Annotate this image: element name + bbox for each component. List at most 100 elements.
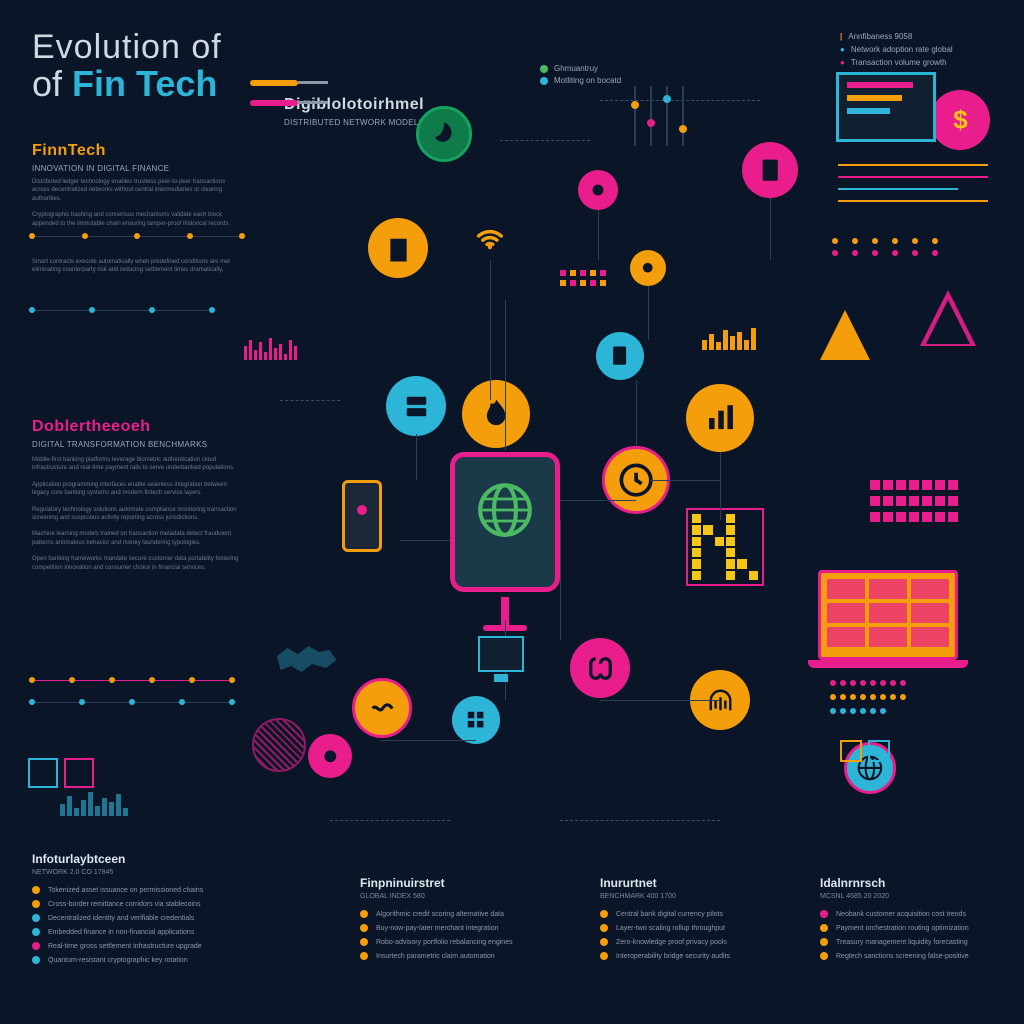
text-line: Machine learning models trained on trans… (32, 530, 242, 547)
bullet-dot-icon (32, 942, 40, 950)
dot-row-4 (832, 250, 938, 256)
grid-cell (726, 571, 735, 580)
accent-line-1 (838, 176, 988, 178)
bullet-dot-icon (600, 910, 608, 918)
legend-mid: GhmuantruyMotliting on bocatd (540, 64, 621, 88)
bar (716, 342, 721, 350)
timeline-2 (32, 680, 232, 681)
timeline-dot (187, 233, 193, 239)
bullet-dot-icon (32, 914, 40, 922)
bar (909, 480, 919, 490)
legend-text: Annfibaness 9058 (848, 32, 912, 41)
node-doc-icon (742, 142, 798, 198)
timeline-dot (29, 307, 35, 313)
bar (922, 496, 932, 506)
column-subtitle: MCSNL 4685 20 2020 (820, 893, 1020, 900)
connector-dashed (280, 400, 340, 401)
central-device-icon (450, 452, 560, 592)
grid-cell (715, 537, 724, 546)
legend-text: Network adoption rate global (851, 45, 953, 54)
bar (909, 496, 919, 506)
bullet-dot-icon (820, 952, 828, 960)
bullet-item: Treasury management liquidity forecastin… (820, 938, 1020, 946)
city-bar (60, 804, 65, 816)
city-silhouette-icon (60, 792, 128, 816)
dot (860, 680, 866, 686)
dot (832, 250, 838, 256)
bar (737, 332, 742, 350)
grid-cell (726, 559, 735, 568)
column-title: Finpninuirstret (360, 876, 560, 890)
bar (896, 512, 906, 522)
dot (832, 238, 838, 244)
small-monitor-stand (494, 674, 508, 682)
bullet-item: Buy-now-pay-later merchant integration (360, 924, 560, 932)
city-bar (88, 792, 93, 816)
accent-line-3 (838, 200, 988, 202)
laptop-cell (827, 579, 865, 599)
bullet-text: Insurtech parametric claim automation (376, 953, 495, 960)
city-bar (123, 808, 128, 816)
bullet-dot-icon (32, 928, 40, 936)
grid-cell (737, 548, 746, 557)
pixel-square (570, 280, 576, 286)
dot (830, 680, 836, 686)
bar (948, 480, 958, 490)
accent-line-0 (838, 164, 988, 166)
legend-top-right: |Annfibaness 9058●Network adoption rate … (840, 32, 953, 71)
column-bullets: Central bank digital currency pilotsLaye… (600, 910, 800, 960)
column-subtitle: NETWORK 2.0 CO 17845 (32, 869, 232, 876)
laptop-cell (827, 627, 865, 647)
column-subtitle: BENCHMARK 400 1700 (600, 893, 800, 900)
dot-row-3 (832, 238, 938, 244)
screwdriver-icon (250, 100, 298, 106)
bar (935, 496, 945, 506)
connector (416, 434, 417, 480)
dot (840, 694, 846, 700)
bar (744, 340, 749, 350)
city-bar (102, 798, 107, 816)
dot (932, 238, 938, 244)
grid-cell (749, 559, 758, 568)
slider-thumb (679, 125, 687, 133)
outline-rect-0 (28, 758, 58, 788)
bullet-text: Tokenized asset issuance on permissioned… (48, 887, 203, 894)
connector-dashed (560, 820, 720, 821)
grid-cell (692, 514, 701, 523)
grid-cell (692, 571, 701, 580)
pixel-square (560, 280, 566, 286)
bullet-item: Decentralized identity and verifiable cr… (32, 914, 232, 922)
pixel-square (600, 270, 606, 276)
node-flame-icon (462, 380, 530, 448)
bullet-item: Real-time gross settlement infrastructur… (32, 942, 232, 950)
laptop-cell (911, 603, 949, 623)
grid-cell (703, 537, 712, 546)
bullet-dot-icon (360, 924, 368, 932)
bullet-dot-icon (600, 952, 608, 960)
bottom-column-0: InfoturlaybtceenNETWORK 2.0 CO 17845Toke… (32, 852, 232, 970)
section-sub-dobler: DIGITAL TRANSFORMATION BENCHMARKS (32, 440, 207, 449)
timeline-dot (209, 307, 215, 313)
outline-rect-3 (868, 740, 890, 762)
dot (900, 694, 906, 700)
text-line: Regulatory technology solutions automate… (32, 506, 242, 523)
grid-cell (715, 559, 724, 568)
timeline-dot (149, 307, 155, 313)
bar (935, 480, 945, 490)
bullet-dot-icon (360, 910, 368, 918)
node-dot-icon (308, 734, 352, 778)
grid-cell (749, 537, 758, 546)
text-line: Smart contracts execute automatically wh… (32, 258, 242, 275)
city-bar (95, 806, 100, 816)
bullet-dot-icon (32, 886, 40, 894)
text-line: Application programming interfaces enabl… (32, 481, 242, 498)
bar (284, 354, 287, 360)
pixel-square (570, 270, 576, 276)
text-line: Distributed ledger technology enables tr… (32, 178, 242, 203)
section-heading-dobler: Doblertheeoeh (32, 418, 151, 436)
city-bar (116, 794, 121, 816)
node-doc-icon (596, 332, 644, 380)
hatched-circle-icon (252, 718, 306, 772)
dot (890, 680, 896, 686)
grid-cell (715, 525, 724, 534)
